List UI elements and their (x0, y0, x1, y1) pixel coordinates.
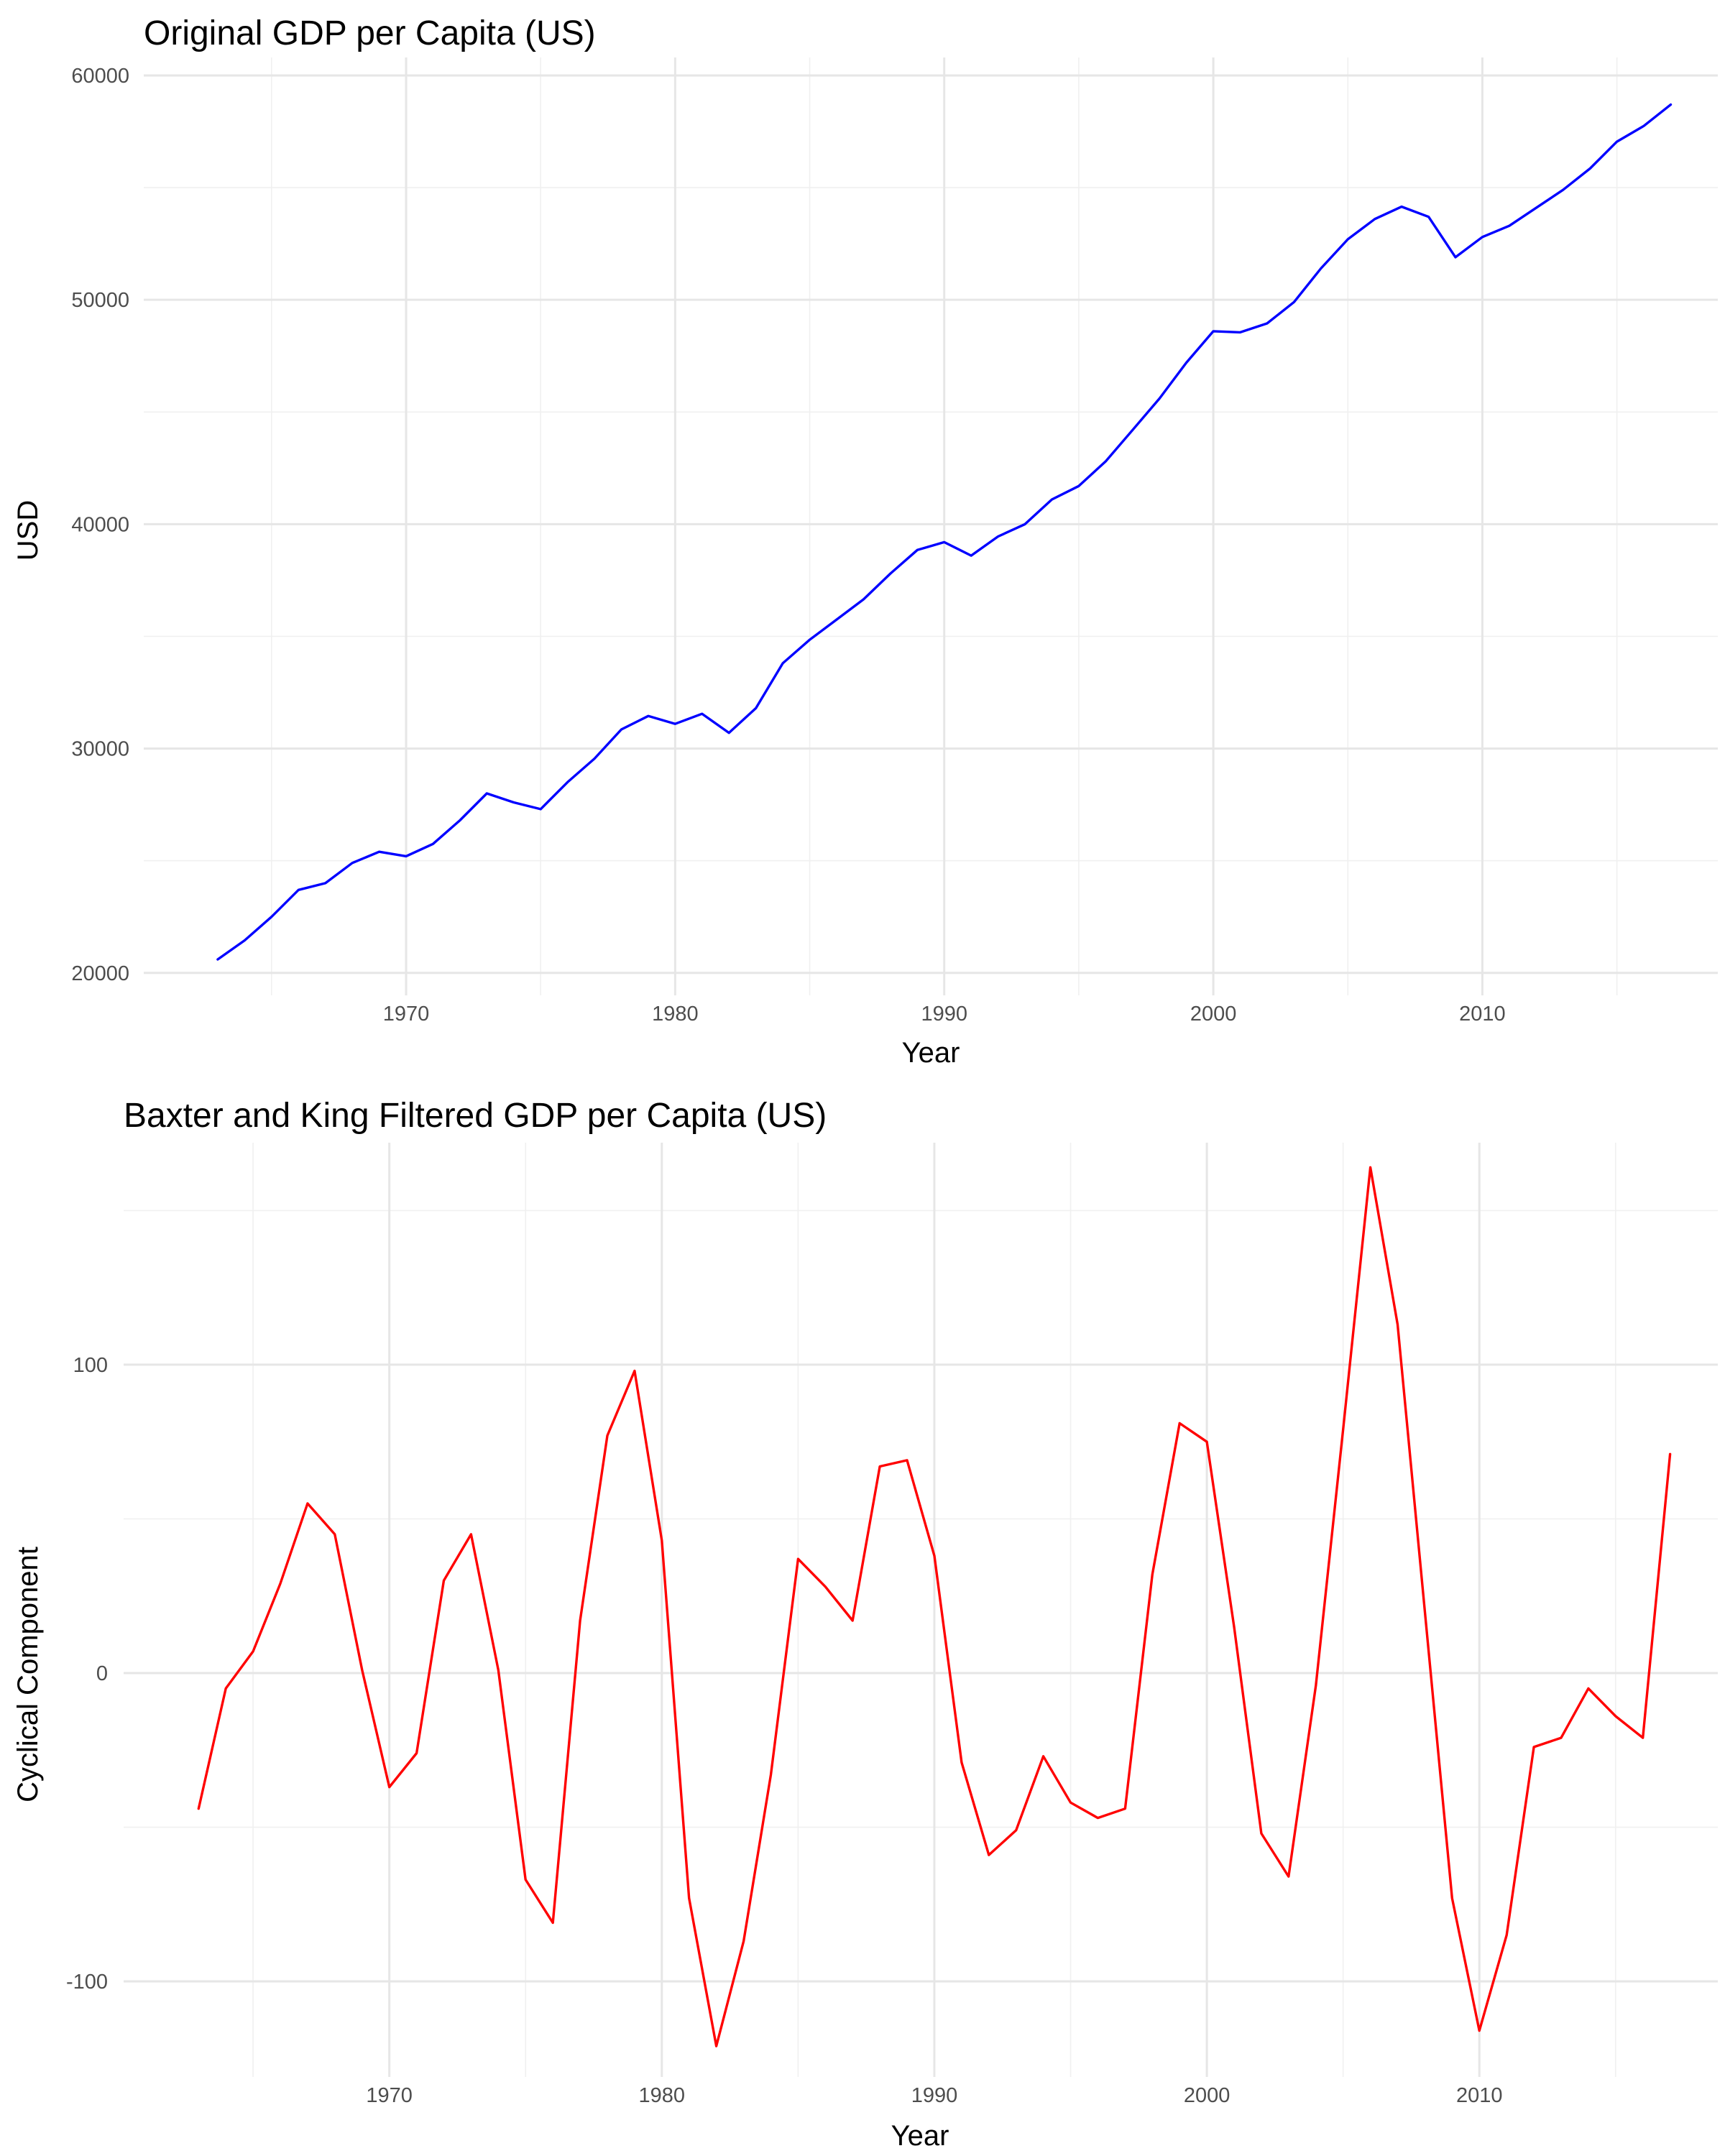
gdp-original-x-tick-label: 2000 (1190, 1003, 1237, 1026)
gdp-original-y-axis-label: USD (12, 500, 44, 561)
gdp-original-y-tick-label: 30000 (71, 738, 129, 761)
gdp-original-x-tick-label: 2010 (1459, 1003, 1506, 1026)
gdp-filtered-y-tick-label: 0 (96, 1662, 108, 1685)
gdp-filtered-x-tick-label: 1990 (911, 2084, 958, 2107)
gdp-original-grid (144, 57, 1718, 995)
gdp-original-x-axis-label: Year (902, 1037, 960, 1069)
gdp-filtered-y-axis-label: Cyclical Component (12, 1547, 44, 1802)
gdp-original-series-line (216, 103, 1673, 961)
gdp-original-series-layer (216, 103, 1673, 961)
gdp-filtered-series-line (197, 1166, 1672, 2047)
gdp-filtered-ticks: 1970 1980 1990 2000 2010 -100 0 100 (66, 1354, 1503, 2107)
gdp-filtered-title: Baxter and King Filtered GDP per Capita … (124, 1097, 827, 1135)
gdp-original-chart: 1970 1980 1990 2000 2010 20000 30000 40000 50000… (12, 14, 1718, 1069)
gdp-filtered-chart: 1970 1980 1990 2000 2010 -100 0 100 Baxter and … (12, 1097, 1718, 2152)
gdp-filtered-x-tick-label: 2010 (1456, 2084, 1503, 2107)
gdp-filtered-x-tick-label: 2000 (1184, 2084, 1230, 2107)
gdp-filtered-y-tick-label: -100 (66, 1971, 108, 1994)
gdp-filtered-grid (124, 1143, 1718, 2077)
gdp-filtered-y-tick-label: 100 (73, 1354, 108, 1377)
gdp-original-y-tick-label: 40000 (71, 513, 129, 536)
gdp-original-x-tick-label: 1990 (921, 1003, 967, 1026)
gdp-filtered-series-layer (197, 1166, 1672, 2047)
gdp-filtered-x-tick-label: 1970 (366, 2084, 413, 2107)
gdp-original-x-tick-label: 1980 (652, 1003, 699, 1026)
gdp-original-y-tick-label: 20000 (71, 962, 129, 985)
gdp-filtered-x-axis-label: Year (891, 2120, 949, 2152)
gdp-original-title: Original GDP per Capita (US) (144, 14, 596, 52)
gdp-original-y-tick-label: 60000 (71, 65, 129, 88)
gdp-original-y-tick-label: 50000 (71, 289, 129, 312)
gdp-original-ticks: 1970 1980 1990 2000 2010 20000 30000 40000 50000… (71, 65, 1505, 1026)
gdp-original-x-tick-label: 1970 (383, 1003, 430, 1026)
gdp-filtered-x-tick-label: 1980 (639, 2084, 686, 2107)
